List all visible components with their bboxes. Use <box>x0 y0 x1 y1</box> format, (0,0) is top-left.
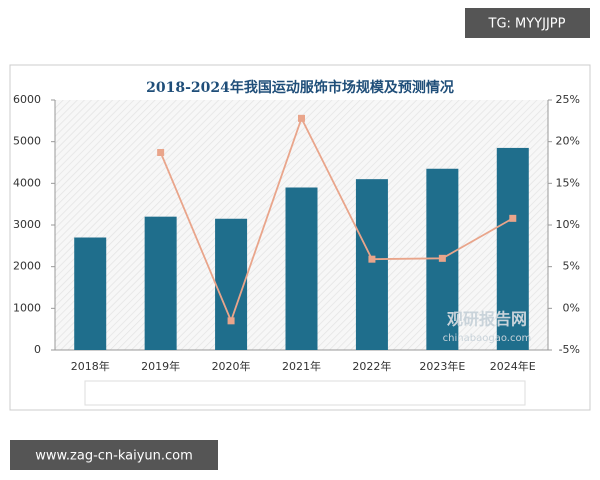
bar <box>285 187 318 350</box>
x-tick-label: 2018年 <box>71 359 110 373</box>
bar <box>496 147 529 350</box>
tag-box <box>465 8 590 38</box>
bar <box>144 216 177 350</box>
line-marker <box>438 254 446 262</box>
y2-tick-label: 20% <box>556 135 580 148</box>
x-tick-label: 2022年 <box>352 359 391 373</box>
line-marker <box>368 255 376 263</box>
y2-tick-label: -5% <box>559 343 580 356</box>
tag-text: TG: MYYJJPP <box>488 17 566 32</box>
bar <box>355 179 388 350</box>
x-tick-label: 2021年 <box>282 359 321 373</box>
y2-tick-label: 25% <box>556 93 580 106</box>
y-tick-label: 1000 <box>13 301 41 314</box>
chart-title: 2018-2024年我国运动服饰市场规模及预测情况 <box>146 79 454 96</box>
x-tick-label: 2020年 <box>212 359 251 373</box>
y-tick-label: 3000 <box>13 218 41 231</box>
line <box>159 116 514 324</box>
watermark-name: 观研报告网 <box>447 310 527 329</box>
bar <box>74 237 107 350</box>
y-tick-label: 0 <box>34 343 41 356</box>
x-tick-label: 2024年E <box>490 359 536 373</box>
legend-box <box>84 380 526 406</box>
x-tick-label: 2023年E <box>419 359 465 373</box>
x-tick-label: 2019年 <box>141 359 180 373</box>
line-marker <box>157 149 165 156</box>
y2-tick-label: 0% <box>563 301 580 314</box>
y2-tick-label: 5% <box>563 260 580 273</box>
y-tick-label: 5000 <box>13 135 41 148</box>
line-marker <box>227 317 235 325</box>
line-marker <box>298 114 305 122</box>
site-box <box>10 440 218 470</box>
bar <box>215 218 248 350</box>
y2-tick-label: 15% <box>556 176 580 189</box>
y-tick-label: 6000 <box>13 93 41 106</box>
site-text: www.zag-cn-kaiyun.com <box>35 449 193 464</box>
y-tick-label: 2000 <box>13 260 41 273</box>
watermark-url: chinabaogao.com <box>443 333 532 344</box>
y2-tick-label: 10% <box>556 218 580 231</box>
y-tick-label: 4000 <box>13 176 41 189</box>
line-marker <box>509 214 517 222</box>
